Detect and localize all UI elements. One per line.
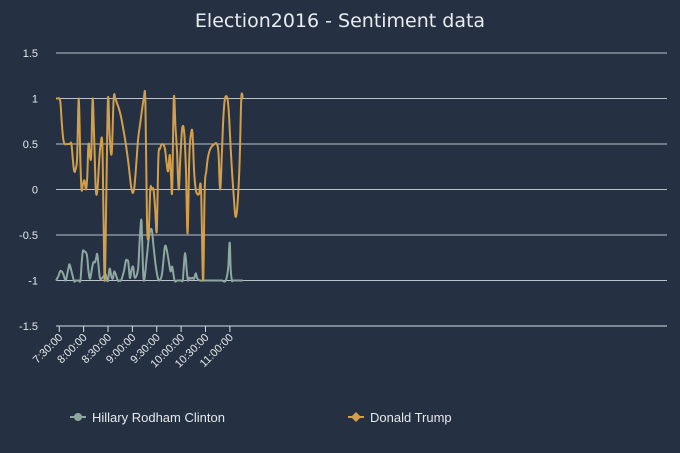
y-tick-label: 1 bbox=[32, 94, 38, 106]
legend: Hillary Rodham Clinton Donald Trump bbox=[70, 410, 452, 425]
legend-label-trump[interactable]: Donald Trump bbox=[370, 410, 452, 425]
series-line-trump bbox=[56, 90, 244, 282]
y-tick-label: 0.5 bbox=[23, 139, 38, 151]
y-axis: 1.5 1 0.5 0 -0.5 -1 -1.5 bbox=[19, 48, 38, 333]
y-tick-label: -0.5 bbox=[19, 230, 38, 242]
legend-marker-clinton[interactable] bbox=[74, 413, 82, 421]
y-tick-label: 0 bbox=[32, 185, 38, 197]
chart-title: Election2016 - Sentiment data bbox=[195, 10, 485, 32]
y-tick-label: 1.5 bbox=[23, 48, 38, 60]
series-line-clinton bbox=[55, 218, 243, 283]
gridlines bbox=[56, 52, 667, 327]
legend-label-clinton[interactable]: Hillary Rodham Clinton bbox=[92, 410, 225, 425]
y-tick-label: -1.5 bbox=[19, 321, 38, 333]
y-tick-label: -1 bbox=[28, 276, 38, 288]
x-axis: 7:30:008:00:008:30:009:00:009:30:0010:00… bbox=[31, 325, 667, 370]
legend-marker-trump[interactable] bbox=[351, 412, 361, 422]
plot-area bbox=[55, 90, 244, 283]
